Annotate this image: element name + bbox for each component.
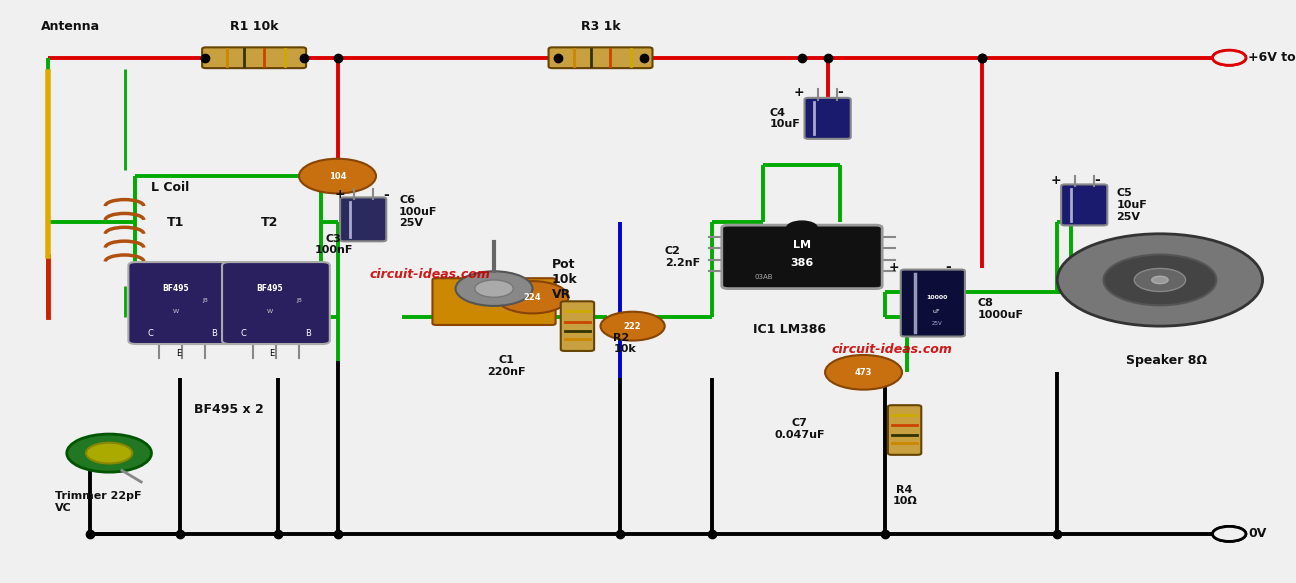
Circle shape: [1134, 268, 1186, 292]
FancyBboxPatch shape: [901, 269, 966, 336]
Circle shape: [474, 280, 513, 297]
Text: C: C: [241, 329, 246, 338]
Text: C1
220nF: C1 220nF: [487, 355, 526, 377]
Text: 473: 473: [855, 368, 872, 377]
Text: -: -: [384, 188, 389, 202]
Circle shape: [456, 271, 533, 306]
Text: T1: T1: [167, 216, 184, 229]
Text: BF495: BF495: [257, 284, 283, 293]
Text: 25V: 25V: [932, 321, 942, 326]
Text: J8: J8: [297, 298, 302, 303]
Circle shape: [299, 159, 376, 194]
FancyBboxPatch shape: [340, 198, 386, 241]
Text: BF495: BF495: [162, 284, 189, 293]
Text: +6V to 9V: +6V to 9V: [1248, 51, 1296, 64]
Text: +: +: [334, 188, 345, 201]
FancyBboxPatch shape: [202, 47, 306, 68]
Text: C2
2.2nF: C2 2.2nF: [665, 246, 700, 268]
Text: J8: J8: [202, 298, 209, 303]
Circle shape: [67, 434, 152, 472]
Text: C5
10uF
25V: C5 10uF 25V: [1116, 188, 1147, 222]
FancyBboxPatch shape: [433, 278, 556, 325]
Text: 104: 104: [329, 171, 346, 181]
Text: Antenna: Antenna: [41, 19, 100, 33]
Text: -: -: [837, 85, 844, 99]
Text: B: B: [305, 329, 311, 338]
Circle shape: [1152, 276, 1168, 284]
Text: +: +: [794, 86, 805, 99]
FancyBboxPatch shape: [561, 301, 594, 351]
Text: C6
100uF
25V: C6 100uF 25V: [399, 195, 438, 229]
FancyBboxPatch shape: [805, 98, 850, 139]
Text: C: C: [148, 329, 153, 338]
Circle shape: [1058, 234, 1262, 326]
Circle shape: [1213, 50, 1245, 65]
Text: IC1 LM386: IC1 LM386: [753, 322, 826, 335]
Text: L Coil: L Coil: [152, 181, 189, 194]
Text: C8
1000uF: C8 1000uF: [977, 298, 1024, 319]
Text: 224: 224: [524, 293, 542, 302]
FancyBboxPatch shape: [888, 405, 921, 455]
Circle shape: [1213, 526, 1245, 542]
Text: C3
100nF: C3 100nF: [315, 234, 353, 255]
Circle shape: [1213, 50, 1245, 65]
Text: circuit-ideas.com: circuit-ideas.com: [369, 268, 490, 280]
Text: E: E: [270, 349, 275, 358]
Text: W: W: [172, 309, 179, 314]
Text: 0V: 0V: [1248, 528, 1266, 540]
Text: 222: 222: [623, 322, 642, 331]
Text: +: +: [1051, 174, 1061, 187]
Text: 10000: 10000: [927, 295, 947, 300]
Text: circuit-ideas.com: circuit-ideas.com: [831, 343, 953, 356]
FancyBboxPatch shape: [548, 47, 652, 68]
Text: uF: uF: [933, 309, 941, 314]
Wedge shape: [787, 221, 818, 228]
Circle shape: [496, 281, 569, 314]
Text: -: -: [945, 260, 951, 274]
Text: W: W: [267, 309, 272, 314]
Text: R1 10k: R1 10k: [229, 19, 279, 33]
Text: Trimmer 22pF
VC: Trimmer 22pF VC: [56, 491, 141, 513]
Text: BF495 x 2: BF495 x 2: [193, 403, 263, 416]
Text: C4
10uF: C4 10uF: [770, 107, 801, 129]
Text: E: E: [176, 349, 181, 358]
Circle shape: [826, 355, 902, 389]
FancyBboxPatch shape: [1061, 184, 1107, 226]
Circle shape: [600, 312, 665, 340]
Circle shape: [1213, 526, 1245, 542]
Text: R4
10Ω: R4 10Ω: [892, 485, 918, 507]
Text: B: B: [211, 329, 218, 338]
Text: LM: LM: [793, 240, 811, 250]
Text: R3 1k: R3 1k: [581, 19, 621, 33]
Text: T2: T2: [260, 216, 279, 229]
Text: C7
0.047uF: C7 0.047uF: [774, 419, 824, 440]
Text: 386: 386: [791, 258, 814, 268]
FancyBboxPatch shape: [222, 262, 329, 344]
Circle shape: [86, 442, 132, 463]
Text: 03AB: 03AB: [754, 274, 772, 280]
FancyBboxPatch shape: [128, 262, 236, 344]
FancyBboxPatch shape: [722, 225, 883, 289]
Text: Pot
10k
VR: Pot 10k VR: [552, 258, 578, 301]
Text: R2
10k: R2 10k: [613, 333, 636, 354]
Circle shape: [1103, 255, 1217, 305]
Text: +: +: [889, 261, 899, 274]
Text: -: -: [1094, 173, 1100, 187]
Text: Speaker 8Ω: Speaker 8Ω: [1126, 354, 1207, 367]
